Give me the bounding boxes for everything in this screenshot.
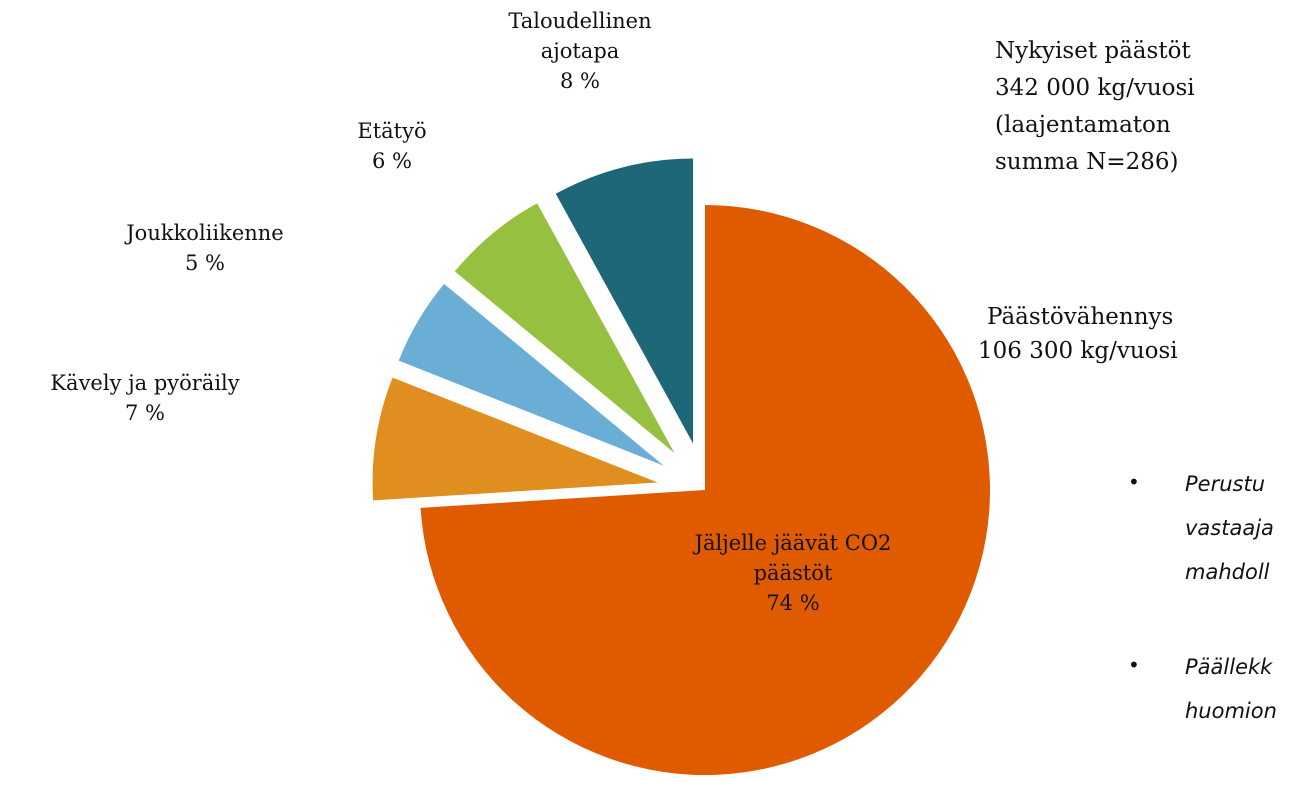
pie-slice <box>420 205 990 775</box>
pie-slice <box>372 377 658 501</box>
bullet-line: mahdoll <box>1185 560 1270 584</box>
note-line: (laajentamaton <box>995 112 1171 138</box>
note-line: Nykyiset päästöt <box>995 38 1191 64</box>
category-label: Etätyö <box>357 119 427 143</box>
pie-slice <box>555 158 694 444</box>
slice-label: Etätyö 6 % <box>332 116 452 176</box>
bullet: • <box>1128 653 1140 677</box>
value-label: 7 % <box>125 401 165 425</box>
bullet-line: huomion <box>1185 699 1277 723</box>
bullet-line: vastaaja <box>1185 516 1274 540</box>
pie-slice <box>398 283 664 466</box>
slice-label: Jäljelle jäävät CO2 päästöt 74 % <box>683 528 903 618</box>
pie-slice <box>454 203 675 454</box>
bullet-line: Perustu <box>1185 472 1266 496</box>
note-line: Päästövähennys <box>987 304 1174 330</box>
category-label: Jäljelle jäävät CO2 päästöt <box>694 531 892 585</box>
value-label: 74 % <box>766 591 820 615</box>
bullet: • <box>1128 470 1140 494</box>
category-label: Taloudellinen ajotapa <box>508 9 652 63</box>
slice-label: Joukkoliikenne 5 % <box>75 218 335 278</box>
bullet-line: Päällekk <box>1185 655 1273 679</box>
value-label: 6 % <box>372 149 412 173</box>
note-line: 106 300 kg/vuosi <box>978 338 1178 364</box>
value-label: 5 % <box>185 251 225 275</box>
category-label: Joukkoliikenne <box>126 221 284 245</box>
slice-label: Taloudellinen ajotapa 8 % <box>480 6 680 96</box>
category-label: Kävely ja pyöräily <box>50 371 240 395</box>
value-label: 8 % <box>560 69 600 93</box>
slice-label: Kävely ja pyöräily 7 % <box>5 368 285 428</box>
note-line: 342 000 kg/vuosi <box>995 75 1195 101</box>
note-line: summa N=286) <box>995 149 1179 175</box>
